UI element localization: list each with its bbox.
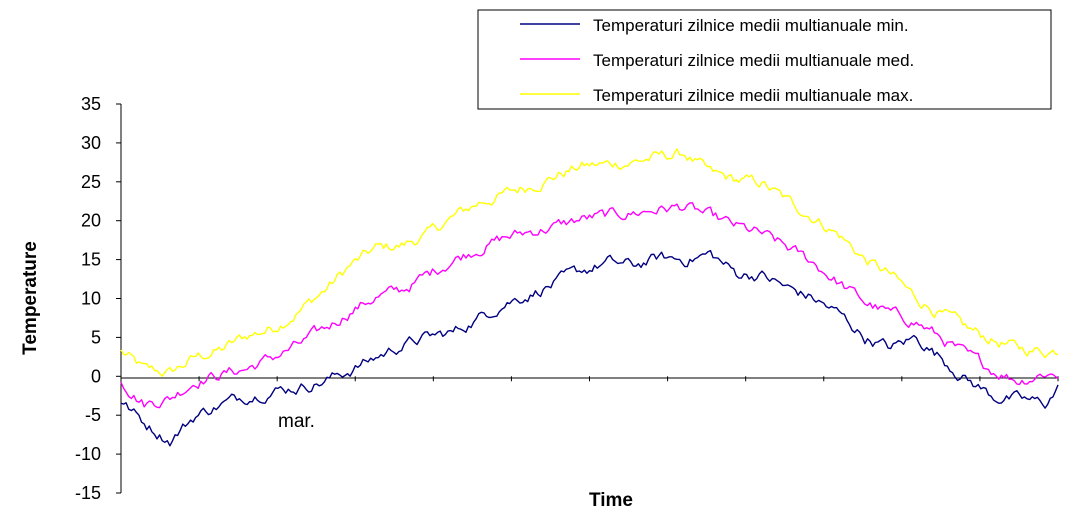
series-line-min	[120, 249, 1059, 447]
series-line-max	[120, 148, 1059, 377]
x-axis-title: Time	[589, 490, 633, 511]
legend: Temperaturi zilnice medii multianuale mi…	[477, 9, 1052, 110]
y-tick-label: 35	[81, 94, 101, 114]
y-tick-label: 15	[81, 250, 101, 270]
legend-label-max: Temperaturi zilnice medii multianuale ma…	[593, 86, 913, 105]
series-line-med	[120, 202, 1059, 409]
y-tick-label: 20	[81, 211, 101, 231]
y-tick-label: 10	[81, 289, 101, 309]
legend-label-med: Temperaturi zilnice medii multianuale me…	[593, 51, 914, 70]
series-lines	[120, 148, 1059, 447]
y-tick-label: 0	[91, 366, 101, 386]
x-annotation-mar: mar.	[278, 411, 315, 432]
y-tick-label: -15	[75, 483, 101, 503]
y-ticks: 35 30 25 20 15 10 5 0 -5 -10 -15	[75, 94, 121, 503]
y-axis-title: Temperature	[20, 241, 41, 355]
y-tick-label: 30	[81, 133, 101, 153]
x-ticks	[198, 376, 1059, 382]
y-tick-label: 5	[91, 327, 101, 347]
y-tick-label: -10	[75, 444, 101, 464]
y-tick-label: -5	[85, 405, 101, 425]
y-tick-label: 25	[81, 172, 101, 192]
legend-label-min: Temperaturi zilnice medii multianuale mi…	[593, 16, 909, 35]
